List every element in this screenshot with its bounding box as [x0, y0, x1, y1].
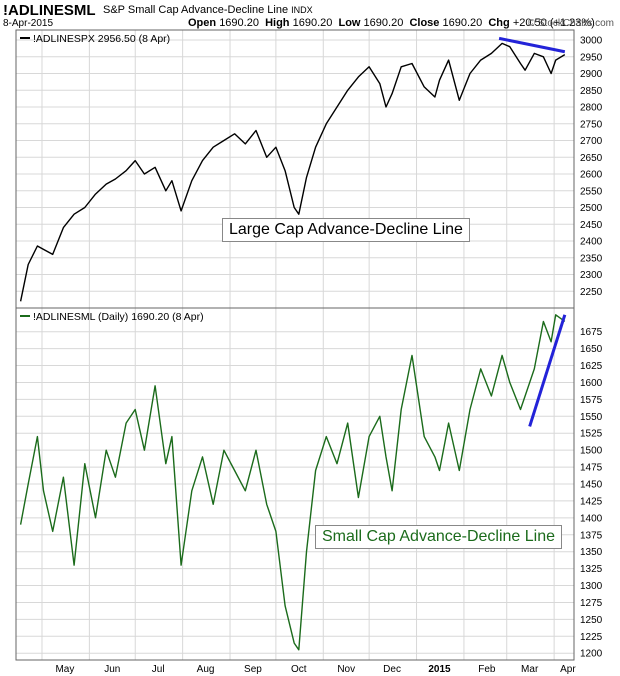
ohlc-readout: Open 1690.20 High 1690.20 Low 1690.20 Cl… — [188, 17, 595, 29]
chart-symbol: !ADLINESML — [3, 2, 96, 19]
chart-name: S&P Small Cap Advance-Decline Line — [103, 4, 289, 16]
y-tick-label: 2600 — [580, 170, 603, 181]
y-tick-label: 1400 — [580, 513, 603, 524]
x-tick-label: Jul — [152, 664, 165, 675]
high-label: High — [265, 17, 290, 29]
y-tick-label: 1350 — [580, 547, 603, 558]
y-tick-label: 1200 — [580, 649, 603, 660]
change-value: +20.50 (+1.23%) — [512, 17, 595, 29]
y-tick-label: 1225 — [580, 632, 603, 643]
small-cap-annotation: Small Cap Advance-Decline Line — [315, 525, 563, 549]
high-value: 1690.20 — [292, 17, 333, 29]
y-tick-label: 2950 — [580, 52, 603, 63]
x-tick-label: 2015 — [428, 664, 451, 675]
y-tick-label: 2350 — [580, 253, 603, 264]
series-line — [19, 314, 566, 651]
y-tick-label: 1250 — [580, 615, 603, 626]
y-tick-label: 1575 — [580, 395, 603, 406]
y-tick-label: 2500 — [580, 203, 603, 214]
y-tick-label: 2650 — [580, 153, 603, 164]
y-tick-label: 1500 — [580, 446, 603, 457]
chart-date: 8-Apr-2015 — [3, 18, 54, 29]
open-label: Open — [188, 17, 217, 29]
y-tick-label: 2250 — [580, 287, 603, 298]
y-tick-label: 2900 — [580, 69, 603, 80]
trend-line — [498, 36, 566, 54]
large-cap-annotation: Large Cap Advance-Decline Line — [222, 218, 470, 242]
y-tick-label: 1275 — [580, 598, 603, 609]
y-tick-label: 1625 — [580, 361, 603, 372]
y-tick-label: 2850 — [580, 86, 603, 97]
y-tick-label: 1650 — [580, 344, 603, 355]
panel-large-cap: 2250 2300 2350 2400 2450 2500 2550 2600 2650 2700… — [15, 29, 603, 309]
change-label: Chg — [488, 17, 510, 29]
y-tick-label: 2400 — [580, 237, 603, 248]
chart-full-name: S&P Small Cap Advance-Decline Line INDX — [103, 4, 313, 16]
source-credit: © StockCharts.com — [527, 18, 614, 29]
y-tick-label: 1450 — [580, 480, 603, 491]
x-tick-label: Jun — [104, 664, 120, 675]
trend-line — [528, 314, 567, 427]
open-value: 1690.20 — [219, 17, 259, 29]
x-tick-label: Feb — [478, 664, 496, 675]
y-tick-label: 2800 — [580, 103, 603, 114]
close-label: Close — [409, 17, 440, 29]
panel-frame — [15, 307, 575, 661]
low-label: Low — [338, 17, 361, 29]
y-tick-label: 1375 — [580, 530, 603, 541]
series-line — [19, 42, 566, 302]
y-tick-label: 2750 — [580, 119, 603, 130]
legend-label: !ADLINESPX 2956.50 (8 Apr) — [33, 33, 170, 45]
y-tick-label: 2300 — [580, 270, 603, 281]
y-tick-label: 1425 — [580, 496, 603, 507]
y-tick-label: 2550 — [580, 186, 603, 197]
y-tick-label: 1600 — [580, 378, 603, 389]
y-tick-label: 1475 — [580, 463, 603, 474]
low-value: 1690.20 — [363, 17, 404, 29]
y-tick-label: 1325 — [580, 564, 603, 575]
x-tick-label: Aug — [197, 664, 215, 675]
x-tick-label: Nov — [337, 664, 355, 675]
y-tick-label: 2700 — [580, 136, 603, 147]
legend-label: !ADLINESML (Daily) 1690.20 (8 Apr) — [33, 311, 204, 323]
x-tick-label: Oct — [291, 664, 307, 675]
y-tick-label: 1300 — [580, 581, 603, 592]
panel-small-cap: 1200 1225 1250 1275 1300 1325 1350 1375 1400 1425… — [15, 307, 603, 661]
x-tick-label: Mar — [521, 664, 539, 675]
y-tick-label: 2450 — [580, 220, 603, 231]
x-tick-label: May — [55, 664, 74, 675]
close-value: 1690.20 — [442, 17, 483, 29]
exchange-label: INDX — [291, 5, 313, 15]
x-tick-label: Sep — [244, 664, 262, 675]
y-tick-label: 1525 — [580, 429, 603, 440]
y-tick-label: 1550 — [580, 412, 603, 423]
y-tick-label: 1675 — [580, 327, 603, 338]
y-tick-label: 3000 — [580, 36, 603, 47]
x-tick-label: Apr — [560, 664, 576, 675]
panel-frame — [15, 29, 575, 309]
x-tick-label: Dec — [383, 664, 401, 675]
